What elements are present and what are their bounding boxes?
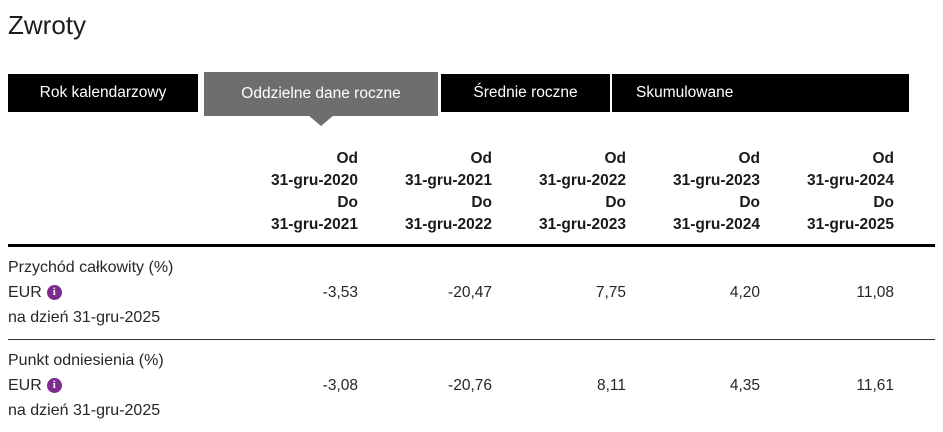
period-to-label: Do <box>873 194 894 211</box>
column-header-period-3: Od 31-gru-2022 Do 31-gru-2023 <box>492 148 626 236</box>
period-from-label: Od <box>604 150 626 167</box>
currency-label: EUR <box>8 377 42 394</box>
period-to-label: Do <box>471 194 492 211</box>
period-to-date: 31-gru-2024 <box>672 216 760 233</box>
period-to-label: Do <box>739 194 760 211</box>
period-from-date: 31-gru-2021 <box>404 172 492 189</box>
column-header-period-4: Od 31-gru-2023 Do 31-gru-2024 <box>626 148 760 236</box>
column-header-period-5: Od 31-gru-2024 Do 31-gru-2025 <box>760 148 894 236</box>
period-from-label: Od <box>738 150 760 167</box>
period-to-date: 31-gru-2021 <box>270 216 358 233</box>
period-from-label: Od <box>470 150 492 167</box>
value-cell: 4,20 <box>729 283 760 301</box>
row-label: Przychód całkowity (%) EUR i na dzień 31… <box>8 255 224 330</box>
value-cell: -3,53 <box>322 283 358 301</box>
column-header-period-2: Od 31-gru-2021 Do 31-gru-2022 <box>358 148 492 236</box>
tab-rok-kalendarzowy[interactable]: Rok kalendarzowy <box>8 74 198 112</box>
period-to-label: Do <box>605 194 626 211</box>
value-cell: 11,08 <box>856 283 894 301</box>
period-from-date: 31-gru-2024 <box>806 172 894 189</box>
value-cell: 7,75 <box>595 283 626 301</box>
tabs-bar: Rok kalendarzowy Oddzielne dane roczne Ś… <box>8 72 909 126</box>
value-cell: -20,76 <box>448 376 492 394</box>
table-row-benchmark: Punkt odniesienia (%) EUR i na dzień 31-… <box>8 340 935 432</box>
row-title: Przychód całkowity (%) <box>8 259 174 276</box>
as-of-date: na dzień 31-gru-2025 <box>8 402 161 419</box>
tab-oddzielne-dane-roczne[interactable]: Oddzielne dane roczne <box>204 72 438 126</box>
period-from-label: Od <box>872 150 894 167</box>
row-label: Punkt odniesienia (%) EUR i na dzień 31-… <box>8 348 224 423</box>
value-cell: 4,35 <box>729 376 760 394</box>
period-to-label: Do <box>337 194 358 211</box>
page-title: Zwroty <box>8 10 86 40</box>
info-icon[interactable]: i <box>46 285 62 300</box>
currency-label: EUR <box>8 284 42 301</box>
returns-table: Od 31-gru-2020 Do 31-gru-2021 Od 31-gru-… <box>8 112 935 432</box>
column-header-period-1: Od 31-gru-2020 Do 31-gru-2021 <box>224 148 358 236</box>
selected-tab-pointer-icon <box>308 115 334 126</box>
period-from-date: 31-gru-2022 <box>538 172 626 189</box>
value-cell: 11,61 <box>856 376 894 394</box>
table-header-row: Od 31-gru-2020 Do 31-gru-2021 Od 31-gru-… <box>8 112 935 247</box>
info-icon[interactable]: i <box>46 378 62 393</box>
row-title: Punkt odniesienia (%) <box>8 352 164 369</box>
as-of-date: na dzień 31-gru-2025 <box>8 309 161 326</box>
period-to-date: 31-gru-2023 <box>538 216 626 233</box>
period-from-date: 31-gru-2023 <box>672 172 760 189</box>
tab-label: Oddzielne dane roczne <box>241 85 401 102</box>
period-to-date: 31-gru-2025 <box>806 216 894 233</box>
tab-srednie-roczne[interactable]: Średnie roczne <box>441 74 610 112</box>
period-from-date: 31-gru-2020 <box>270 172 358 189</box>
table-row-total-return: Przychód całkowity (%) EUR i na dzień 31… <box>8 247 935 340</box>
period-from-label: Od <box>336 150 358 167</box>
value-cell: 8,11 <box>596 376 626 394</box>
value-cell: -20,47 <box>448 283 492 301</box>
period-to-date: 31-gru-2022 <box>404 216 492 233</box>
tab-skumulowane[interactable]: Skumulowane <box>612 74 909 112</box>
label-column-spacer <box>8 148 224 236</box>
value-cell: -3,08 <box>322 376 358 394</box>
